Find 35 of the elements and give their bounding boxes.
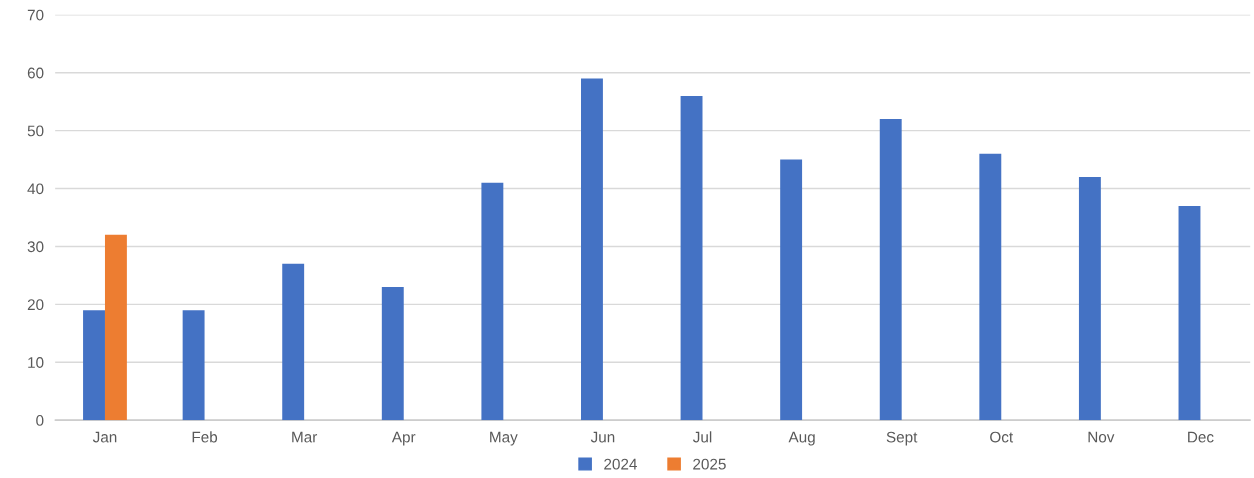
x-tick-label: Jan: [92, 431, 117, 443]
x-tick-label: Feb: [192, 431, 218, 443]
bar: [104, 234, 127, 421]
x-tick-label: May: [490, 431, 518, 446]
y-tick-label: 0: [36, 415, 44, 426]
x-tick-label: Nov: [1088, 431, 1115, 443]
x-tick-label: Apr: [391, 431, 416, 446]
bar: [282, 263, 305, 421]
x-tick-label: Mar: [292, 431, 318, 443]
y-tick-label: 60: [27, 67, 44, 79]
bar: [182, 310, 205, 421]
bar: [1178, 205, 1201, 421]
x-tick-label: Jul: [692, 431, 712, 443]
bar: [780, 159, 803, 421]
bar: [481, 182, 504, 421]
y-tick-label: 40: [27, 183, 44, 195]
x-tick-label: Aug: [788, 431, 815, 446]
x-tick-label: Jun: [590, 431, 615, 443]
legend-label: 2025: [693, 458, 726, 470]
y-tick-label: 50: [27, 125, 44, 137]
x-tick-label: Dec: [1188, 431, 1214, 443]
x-tick-label: Sept: [886, 431, 918, 446]
bar: [680, 95, 703, 421]
y-tick-label: 70: [27, 9, 44, 21]
bar: [83, 310, 105, 421]
x-tick-label: Oct: [990, 431, 1014, 443]
y-tick-label: 10: [28, 357, 44, 368]
bar: [979, 153, 1002, 421]
bar: [1078, 176, 1101, 421]
bar: [381, 286, 404, 421]
y-tick-label: 30: [27, 241, 44, 253]
bar: [581, 78, 603, 421]
legend-label: 2024: [604, 458, 637, 470]
bar: [879, 119, 902, 421]
y-tick-label: 20: [27, 299, 44, 311]
